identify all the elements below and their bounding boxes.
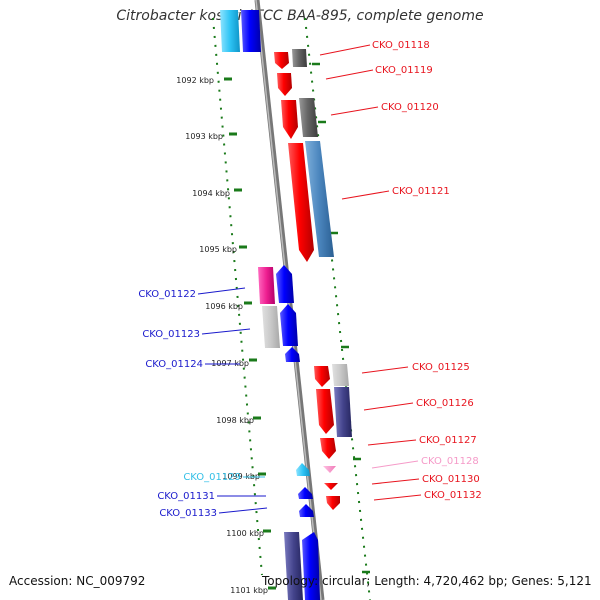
gene-label: CKO_01132 — [424, 490, 482, 501]
gene-cko-01127 — [320, 438, 336, 459]
gene-cko-01125 — [314, 366, 330, 387]
gene-cko-01120 — [281, 100, 298, 139]
gene-cko-01122 — [276, 265, 294, 303]
gene-label: CKO_01130 — [422, 474, 480, 485]
forward-features[interactable] — [274, 49, 352, 600]
gc-track-left — [212, 17, 263, 576]
tick-label: 1096 kbp — [205, 302, 243, 311]
gene-label: CKO_01127 — [419, 435, 477, 446]
gene-cko-01119 — [277, 73, 292, 96]
right-gene-labels[interactable]: CKO_01118 CKO_01119 CKO_01120 CKO_01121 … — [372, 40, 482, 501]
tick-marks — [224, 62, 370, 590]
gene-cko-01124 — [285, 347, 300, 362]
gene-cko-01126 — [316, 389, 334, 434]
tick-label: 1092 kbp — [176, 76, 214, 85]
gene-cko-01128 — [323, 466, 336, 473]
gene-cko-01131 — [298, 487, 313, 499]
gene-label: CKO_01119 — [375, 65, 433, 76]
gene-bottom-navy — [284, 532, 303, 600]
gene-label: CKO_01123 — [142, 329, 200, 340]
left-gene-labels[interactable]: CKO_01122 CKO_01123 CKO_01124 CKO_01129 … — [138, 289, 241, 519]
gene-label: CKO_01131 — [157, 491, 215, 502]
gene-cko-01121-steel — [305, 141, 334, 257]
gene-label: CKO_01125 — [412, 362, 470, 373]
tick-label: 1094 kbp — [192, 189, 230, 198]
gene-label: CKO_01126 — [416, 398, 474, 409]
accession-text: Accession: NC_009792 — [9, 574, 146, 588]
tick-label: 1098 kbp — [216, 416, 254, 425]
gene-cko-01132 — [326, 496, 340, 510]
feature-cyan-top — [220, 10, 240, 52]
gene-cko-01133 — [299, 504, 314, 517]
gene-cko-01118 — [274, 52, 289, 69]
gene-cko-01126-navy — [334, 387, 352, 437]
left-label-connectors — [197, 287, 268, 514]
gene-label: CKO_01133 — [159, 508, 217, 519]
gene-bottom-blue — [302, 532, 320, 600]
map-title: Citrobacter koseri ATCC BAA-895, complet… — [116, 8, 484, 24]
right-label-connectors — [319, 44, 422, 501]
gene-label: CKO_01120 — [381, 102, 439, 113]
features-top — [220, 10, 261, 52]
gene-label: CKO_01128 — [421, 456, 479, 467]
gene-cko-01121 — [288, 143, 314, 262]
gene-label: CKO_01121 — [392, 186, 450, 197]
tick-label: 1095 kbp — [199, 245, 237, 254]
tick-label: 1093 kbp — [185, 132, 223, 141]
gene-cko-01129 — [296, 463, 310, 476]
gene-cko-01125-gray — [332, 364, 349, 386]
gene-cko-01118-gray — [292, 49, 307, 67]
gene-label: CKO_01118 — [372, 40, 430, 51]
reverse-features[interactable] — [258, 265, 314, 600]
gene-label: CKO_01122 — [138, 289, 196, 300]
gene-label: CKO_01124 — [145, 359, 203, 370]
tick-label: 1099 kbp — [222, 472, 260, 481]
gene-label: CKO_01129 — [183, 472, 241, 483]
gene-cko-01130 — [324, 483, 338, 490]
feature-blue-top — [241, 10, 261, 52]
gene-cko-01122-magenta — [258, 267, 275, 304]
tick-label: 1101 kbp — [230, 586, 268, 595]
tick-label: 1100 kbp — [226, 529, 264, 538]
gene-cko-01123-gray — [262, 306, 280, 348]
gene-cko-01123 — [280, 304, 298, 346]
genome-summary-text: Topology: circular; Length: 4,720,462 bp… — [262, 574, 592, 588]
gene-cko-01120-gray — [299, 98, 318, 137]
